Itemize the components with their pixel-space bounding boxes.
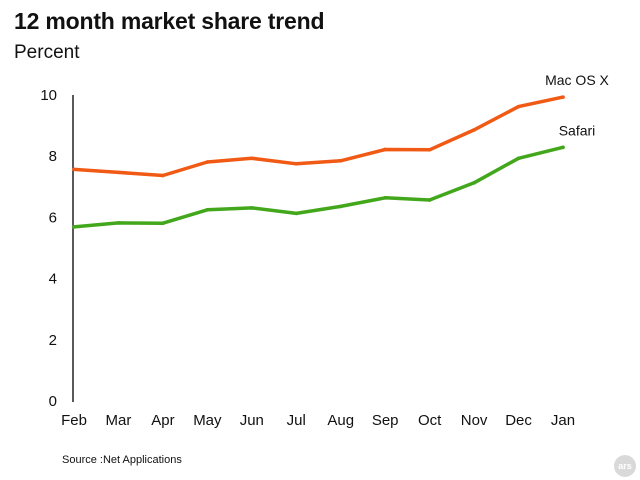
data-point-safari (250, 206, 254, 210)
x-tick-label: May (193, 412, 222, 429)
data-point-mac-os-x (561, 95, 565, 99)
y-tick-label: 6 (49, 209, 57, 226)
data-point-mac-os-x (472, 128, 476, 132)
data-point-safari (116, 221, 121, 225)
x-tick-label: Feb (61, 412, 87, 429)
data-point-mac-os-x (116, 170, 121, 175)
x-tick-label: Nov (461, 412, 488, 429)
data-point-mac-os-x (205, 160, 210, 164)
data-point-safari (516, 156, 521, 161)
source-note: Source :Net Applications (62, 454, 182, 466)
data-point-safari (427, 198, 432, 202)
data-point-mac-os-x (516, 104, 521, 109)
chart-title: 12 month market share trend (14, 8, 325, 34)
y-tick-label: 10 (40, 87, 57, 104)
x-tick-label: Jan (551, 412, 575, 429)
data-point-mac-os-x (161, 173, 165, 178)
data-point-safari (383, 196, 387, 200)
ars-logo: ars (614, 455, 636, 477)
data-point-mac-os-x (427, 147, 432, 152)
x-tick-label: Sep (372, 412, 399, 429)
data-point-safari (294, 211, 299, 216)
data-point-safari (338, 204, 343, 209)
y-tick-label: 4 (49, 271, 57, 288)
x-tick-label: Dec (505, 412, 532, 429)
data-point-mac-os-x (250, 156, 254, 161)
y-tick-label: 8 (49, 148, 57, 165)
data-point-mac-os-x (383, 147, 387, 152)
data-point-safari (72, 225, 76, 229)
data-point-mac-os-x (72, 167, 76, 172)
data-point-mac-os-x (338, 158, 343, 163)
series-line-mac-os-x (72, 95, 565, 178)
x-axis-ticks: Feb Mar Apr May Jun Jul Aug Sep Oct Nov Dec Jan (61, 412, 575, 429)
data-point-safari (161, 221, 165, 226)
series-label-safari: Safari (559, 122, 596, 138)
x-tick-label: Oct (418, 412, 442, 429)
x-tick-label: Mar (106, 412, 132, 429)
series-line-safari (72, 145, 565, 229)
data-point-safari (472, 181, 476, 185)
data-point-mac-os-x (294, 162, 299, 166)
y-axis-ticks: 0 2 4 6 8 10 (40, 87, 57, 410)
data-point-safari (205, 207, 210, 212)
chart-subtitle: Percent (14, 42, 80, 63)
y-tick-label: 0 (49, 393, 57, 410)
series-labels: Mac OS X Safari (545, 72, 609, 138)
y-tick-label: 2 (49, 332, 57, 349)
x-tick-label: Jun (240, 412, 264, 429)
series-lines (72, 95, 565, 229)
x-tick-label: Jul (287, 412, 306, 429)
x-tick-label: Apr (151, 412, 174, 429)
x-tick-label: Aug (327, 412, 354, 429)
data-point-safari (561, 145, 565, 150)
series-label-mac-os-x: Mac OS X (545, 72, 609, 88)
